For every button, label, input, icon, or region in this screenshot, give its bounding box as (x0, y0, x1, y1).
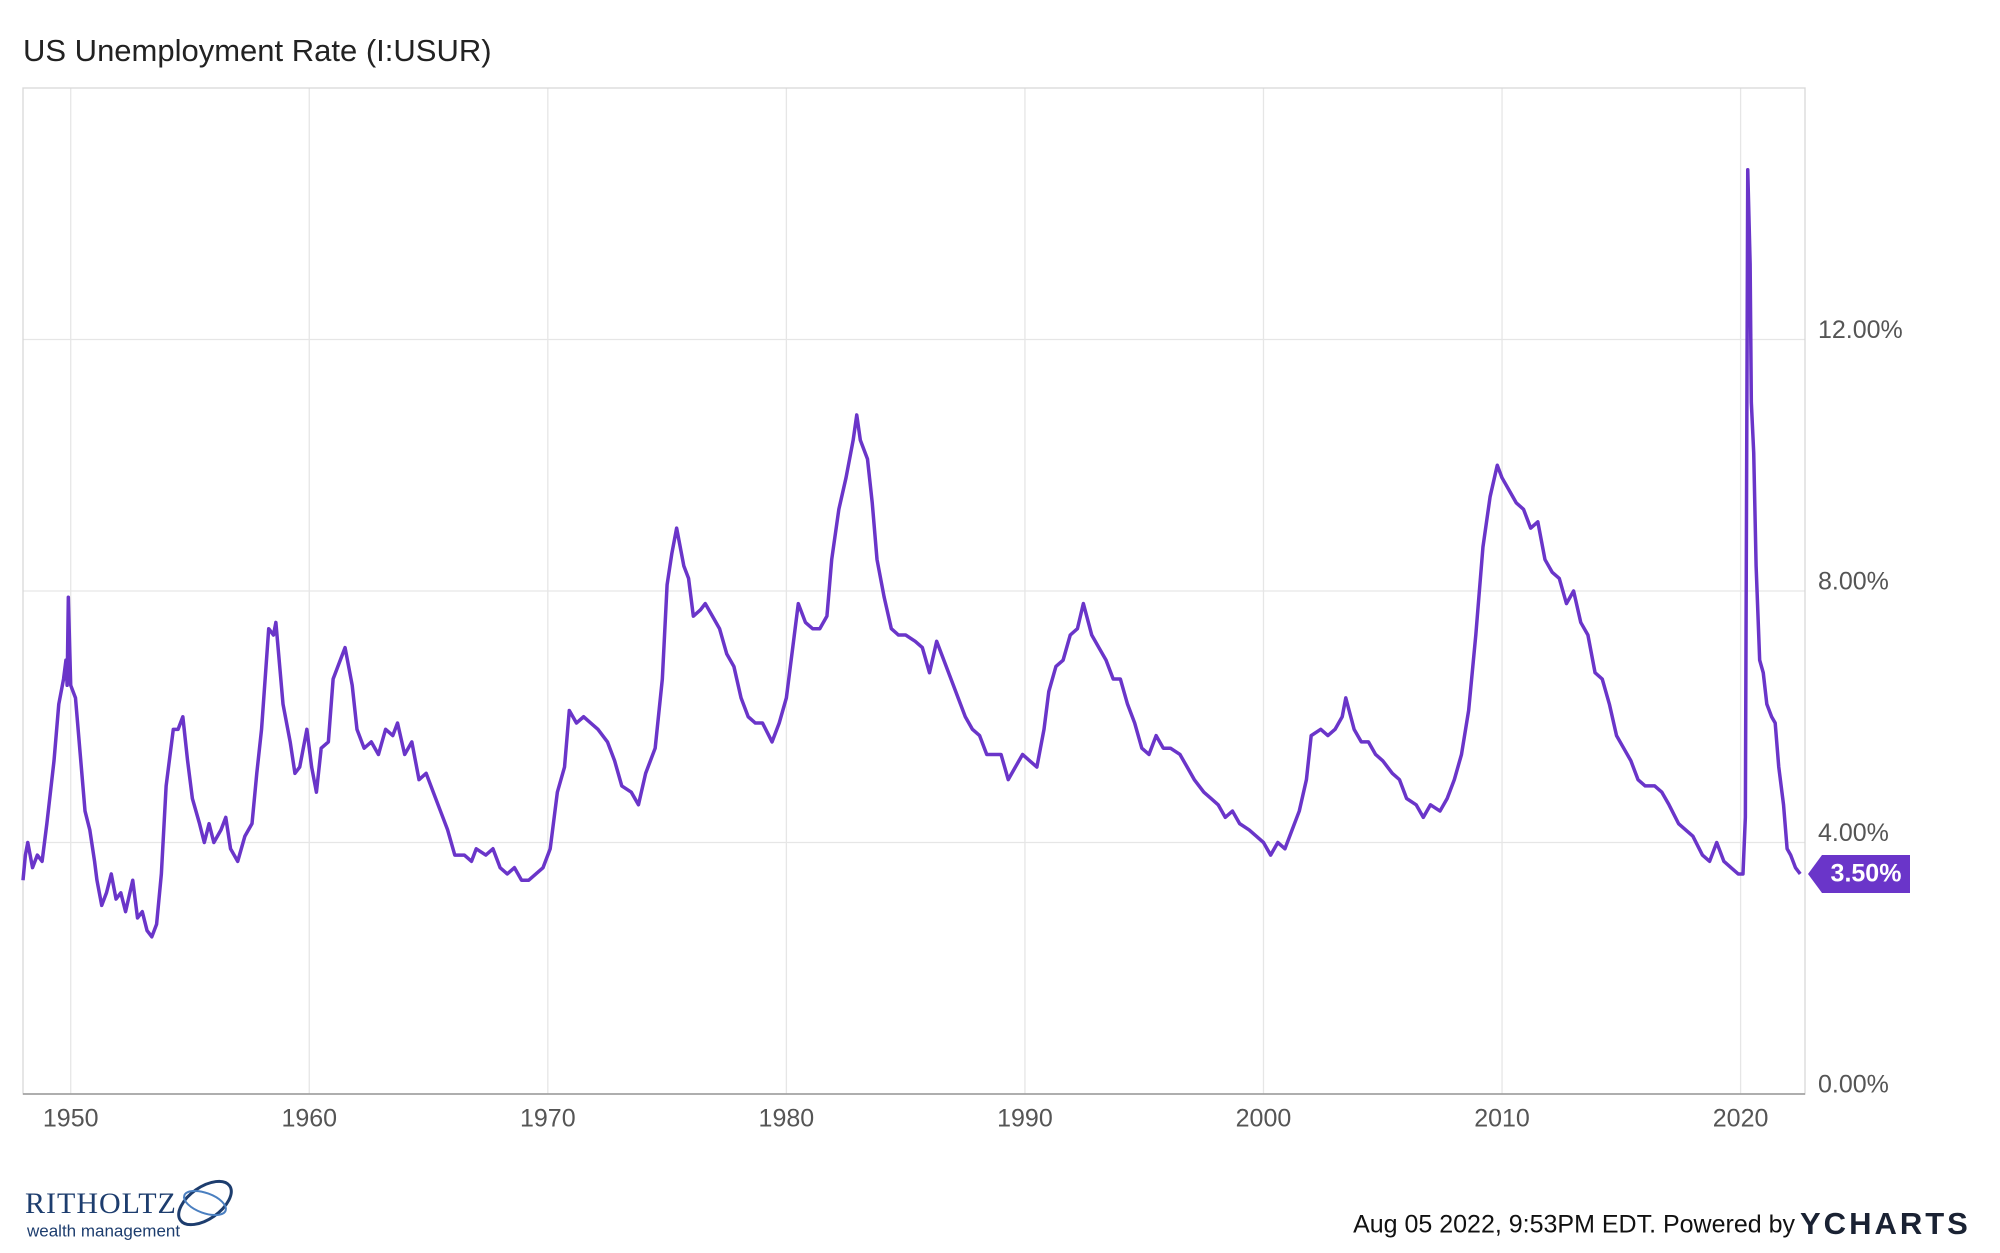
y-tick-label: 0.00% (1818, 1071, 1889, 1099)
x-tick-label: 1950 (43, 1105, 99, 1133)
x-tick-label: 1990 (997, 1105, 1053, 1133)
provider-logo: YCHARTS (1800, 1206, 1971, 1241)
brand-tagline: wealth management (26, 1221, 180, 1240)
data-line (21, 167, 1802, 939)
badge-shape (1808, 854, 1910, 893)
grid (23, 88, 1805, 1095)
x-tick-label: 1970 (520, 1105, 576, 1133)
x-tick-label: 2010 (1474, 1105, 1530, 1133)
x-tick-label: 1980 (759, 1105, 815, 1133)
logo-swirl (177, 1179, 233, 1227)
y-tick-label: 8.00% (1818, 568, 1889, 596)
y-tick-label: 12.00% (1818, 316, 1903, 344)
timestamp: Aug 05 2022, 9:53PM EDT. Powered by (1353, 1211, 1795, 1239)
y-tick-label: 4.00% (1818, 819, 1889, 847)
badge-label: 3.50% (1831, 860, 1902, 888)
x-tick-label: 2020 (1713, 1105, 1769, 1133)
last-value-badge: 3.50% (1808, 854, 1910, 893)
brand-name: RITHOLTZ (25, 1187, 177, 1220)
chart-title: US Unemployment Rate (I:USUR) (23, 33, 492, 68)
brand-logo: RITHOLTZ wealth management (25, 1179, 233, 1240)
marks (21, 167, 1802, 939)
x-tick-label: 2000 (1236, 1105, 1292, 1133)
x-tick-label: 1960 (281, 1105, 337, 1133)
logo-swirl (183, 1189, 227, 1217)
